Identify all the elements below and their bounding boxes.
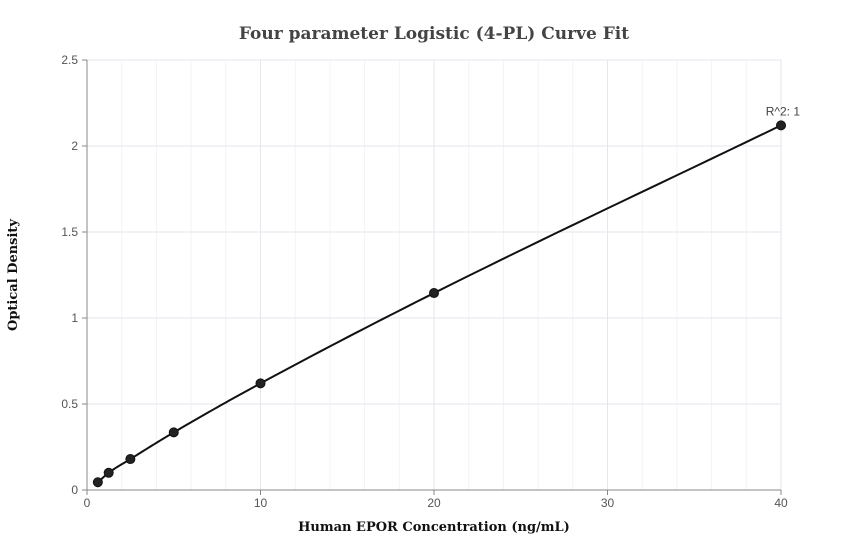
x-tick-label: 40	[774, 496, 788, 510]
y-tick-label: 0	[71, 483, 78, 497]
x-ticks: 0 10 20 30 40	[84, 490, 788, 510]
y-tick-label: 2	[71, 139, 78, 153]
data-point	[125, 454, 136, 465]
x-tick-label: 30	[601, 496, 615, 510]
fit-curve-layer	[97, 124, 782, 484]
y-ticks: 0 0.5 1 1.5 2 2.5	[61, 53, 87, 497]
data-point	[255, 378, 266, 389]
data-point	[429, 288, 439, 299]
major-grid	[87, 59, 782, 490]
data-point	[92, 477, 103, 488]
minor-grid	[121, 60, 747, 490]
y-tick-label: 1	[71, 311, 78, 325]
x-tick-label: 20	[427, 496, 441, 510]
x-axis-title: Human EPOR Concentration (ng/mL)	[298, 520, 570, 535]
y-tick-label: 0.5	[61, 397, 78, 411]
y-tick-label: 2.5	[61, 53, 78, 67]
y-axis-title: Optical Density	[6, 219, 21, 331]
r-squared-annotation: R^2: 1	[766, 104, 801, 118]
data-point	[776, 120, 786, 131]
data-points	[92, 120, 786, 488]
x-tick-label: 0	[84, 496, 91, 510]
x-tick-label: 10	[254, 496, 268, 510]
y-tick-label: 1.5	[61, 225, 78, 239]
chart-title: Four parameter Logistic (4-PL) Curve Fit	[239, 24, 629, 44]
data-point	[168, 427, 179, 438]
data-point	[103, 467, 114, 478]
fit-curve-line	[97, 124, 782, 484]
